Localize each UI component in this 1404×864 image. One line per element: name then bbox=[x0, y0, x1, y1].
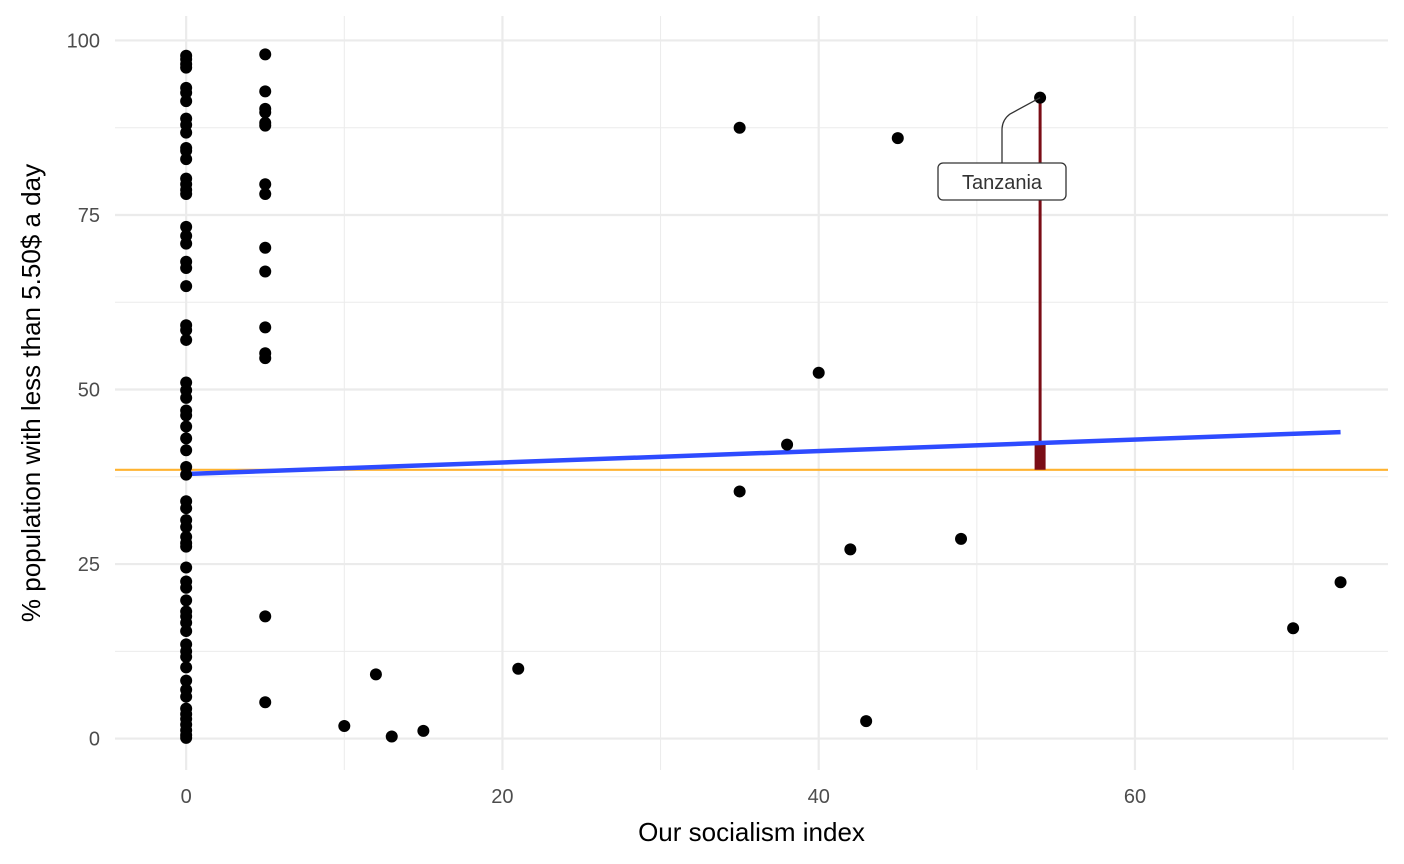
data-point bbox=[512, 662, 525, 675]
y-tick-label: 50 bbox=[78, 380, 100, 402]
data-point bbox=[955, 532, 968, 545]
data-point bbox=[259, 352, 272, 365]
data-point bbox=[259, 106, 272, 119]
x-tick-label: 60 bbox=[1124, 786, 1146, 808]
data-point bbox=[180, 650, 193, 663]
data-point bbox=[259, 265, 272, 278]
data-point bbox=[844, 543, 857, 556]
data-point bbox=[180, 581, 193, 594]
x-axis-tick-labels: 0 20 40 60 bbox=[181, 786, 1147, 808]
data-point bbox=[180, 280, 193, 293]
data-point bbox=[1334, 576, 1347, 589]
data-point bbox=[1287, 622, 1300, 635]
data-point bbox=[180, 674, 193, 687]
data-point bbox=[180, 521, 193, 534]
trend-line-layer bbox=[186, 429, 1341, 477]
data-point bbox=[180, 153, 193, 166]
data-point bbox=[180, 220, 193, 233]
y-tick-label: 25 bbox=[78, 554, 100, 576]
y-axis-tick-labels: 0 25 50 75 100 bbox=[67, 30, 100, 750]
data-point bbox=[259, 178, 272, 191]
data-point bbox=[417, 724, 430, 737]
trend-line bbox=[186, 429, 1341, 477]
data-point bbox=[259, 321, 272, 334]
data-point bbox=[259, 119, 272, 132]
annotation-box bbox=[937, 162, 1067, 201]
data-point bbox=[385, 730, 398, 743]
data-point bbox=[180, 540, 193, 553]
major-gridlines bbox=[115, 16, 1388, 770]
data-point bbox=[733, 121, 746, 134]
y-tick-label: 75 bbox=[78, 205, 100, 227]
data-point bbox=[180, 731, 193, 744]
data-point bbox=[180, 86, 193, 99]
data-point bbox=[860, 715, 873, 728]
x-tick-label: 0 bbox=[181, 786, 192, 808]
data-point bbox=[259, 241, 272, 254]
data-point bbox=[781, 438, 794, 451]
data-point bbox=[259, 48, 272, 61]
x-tick-label: 40 bbox=[808, 786, 830, 808]
x-axis-title: Our socialism index bbox=[638, 817, 865, 847]
data-point bbox=[180, 95, 193, 108]
data-point bbox=[180, 625, 193, 638]
data-point bbox=[733, 485, 746, 498]
data-point bbox=[180, 502, 193, 515]
data-point bbox=[180, 391, 193, 404]
data-point bbox=[369, 668, 382, 681]
data-point bbox=[259, 188, 272, 201]
data-point bbox=[180, 409, 193, 422]
data-point bbox=[180, 61, 193, 74]
data-point bbox=[180, 690, 193, 703]
data-point bbox=[812, 366, 825, 379]
data-point bbox=[259, 696, 272, 709]
data-point bbox=[180, 616, 193, 629]
data-point bbox=[891, 132, 904, 145]
data-point bbox=[180, 262, 193, 275]
data-point bbox=[180, 661, 193, 674]
data-point bbox=[180, 468, 193, 481]
data-point bbox=[180, 188, 193, 201]
data-point bbox=[180, 561, 193, 574]
data-point bbox=[180, 237, 193, 250]
data-point bbox=[259, 85, 272, 98]
annotation-label: Tanzania bbox=[962, 172, 1043, 194]
data-point bbox=[180, 432, 193, 445]
data-point bbox=[180, 324, 193, 337]
data-point bbox=[180, 333, 193, 346]
x-tick-label: 20 bbox=[491, 786, 513, 808]
y-tick-label: 100 bbox=[67, 30, 100, 52]
data-point bbox=[338, 720, 351, 733]
minor-gridlines bbox=[115, 16, 1388, 770]
data-point bbox=[180, 126, 193, 139]
data-point bbox=[180, 420, 193, 433]
annotation-leader bbox=[1001, 97, 1041, 163]
y-tick-label: 0 bbox=[89, 729, 100, 751]
y-axis-title: % population with less than 5.50$ a day bbox=[16, 164, 46, 622]
data-point bbox=[180, 144, 193, 157]
data-point bbox=[259, 610, 272, 623]
data-point bbox=[180, 444, 193, 457]
data-point bbox=[180, 594, 193, 607]
data-points bbox=[180, 48, 1347, 744]
highlight-annotation: Tanzania bbox=[937, 97, 1067, 201]
